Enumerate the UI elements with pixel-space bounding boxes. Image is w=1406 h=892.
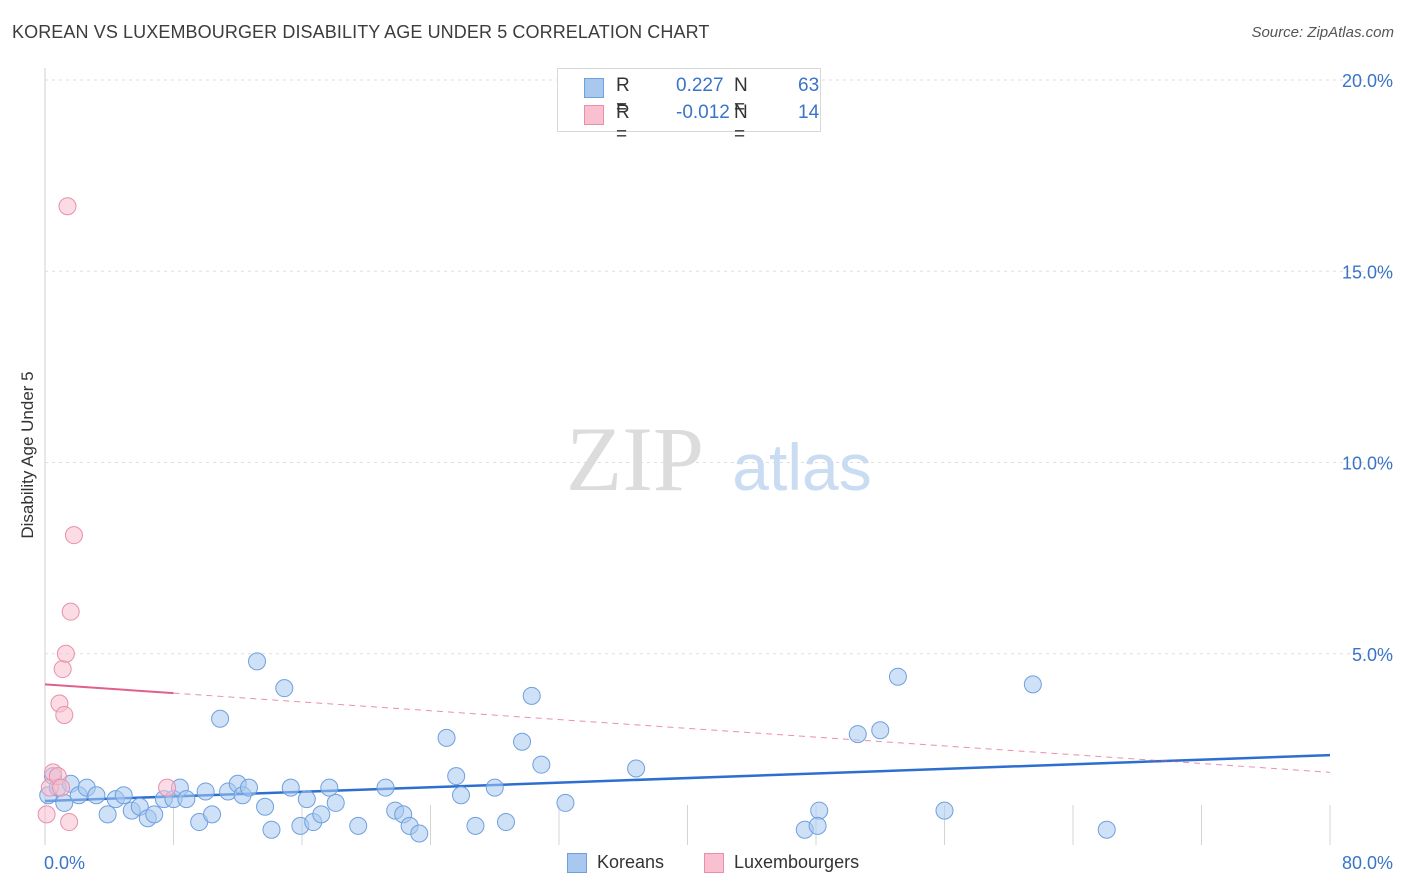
legend-r-value: -0.012 <box>676 102 730 123</box>
data-point <box>320 778 339 797</box>
data-point <box>871 721 890 740</box>
data-point <box>61 602 80 621</box>
data-point <box>522 686 541 705</box>
data-point <box>410 824 429 843</box>
trend-line-solid <box>44 683 174 695</box>
data-point <box>312 805 331 824</box>
x-tick-label: 80.0% <box>1342 853 1393 873</box>
watermark-zip: ZIP <box>566 408 704 510</box>
data-point <box>556 793 575 812</box>
data-point <box>177 790 196 809</box>
data-point <box>513 732 532 751</box>
data-point <box>211 709 230 728</box>
data-point <box>239 778 258 797</box>
data-point <box>60 813 79 832</box>
trend-lines <box>44 683 1331 803</box>
data-point <box>55 705 74 724</box>
data-point <box>888 667 907 686</box>
data-point <box>158 778 177 797</box>
correlation-legend: R = 0.227 N = 63 R = -0.012 N = 14 <box>557 68 821 145</box>
bottom-legend-swatch-luxembourgers <box>704 853 724 873</box>
data-point <box>1097 820 1116 839</box>
data-point <box>64 526 83 545</box>
y-tick-label: 5.0% <box>1352 645 1393 665</box>
data-point <box>145 805 164 824</box>
data-point <box>349 816 368 835</box>
data-point <box>37 805 56 824</box>
data-point <box>496 813 515 832</box>
legend-n-value: 63 <box>798 75 820 96</box>
legend-n-value: 14 <box>798 102 820 123</box>
bottom-legend-label-koreans: Koreans <box>597 852 665 872</box>
legend-swatch-koreans <box>584 78 604 98</box>
data-point <box>196 782 215 801</box>
data-point <box>326 793 345 812</box>
y-tick-label: 20.0% <box>1342 71 1393 91</box>
tick-labels: 5.0% 10.0% 15.0% 20.0% 0.0% 80.0% <box>44 71 1393 873</box>
x-tick-label: 0.0% <box>44 853 85 873</box>
data-point <box>437 728 456 747</box>
data-point <box>281 778 300 797</box>
watermark-atlas: atlas <box>732 430 871 504</box>
data-points <box>37 197 1116 843</box>
data-point <box>52 778 71 797</box>
y-axis-label: Disability Age Under 5 <box>18 371 37 539</box>
legend-swatch-luxembourgers <box>584 105 604 125</box>
data-point <box>114 786 133 805</box>
data-point <box>935 801 954 820</box>
data-point <box>452 786 471 805</box>
bottom-legend-swatch-koreans <box>567 853 587 873</box>
watermark: ZIP atlas <box>566 408 872 510</box>
data-point <box>848 725 867 744</box>
y-tick-label: 10.0% <box>1342 454 1393 474</box>
data-point <box>56 644 75 663</box>
legend-n-label: N = <box>734 102 748 145</box>
data-point <box>98 805 117 824</box>
data-point <box>248 652 267 671</box>
data-point <box>1023 675 1042 694</box>
data-point <box>256 797 275 816</box>
data-point <box>87 786 106 805</box>
data-point <box>203 805 222 824</box>
data-point <box>58 197 77 216</box>
data-point <box>485 778 504 797</box>
legend-r-value: 0.227 <box>676 75 724 96</box>
data-point <box>275 679 294 698</box>
y-tick-label: 15.0% <box>1342 262 1393 282</box>
data-point <box>297 790 316 809</box>
grid-lines <box>44 68 1394 845</box>
data-point <box>53 660 72 679</box>
trend-line <box>44 753 1331 803</box>
data-point <box>447 767 466 786</box>
chart-title: KOREAN VS LUXEMBOURGER DISABILITY AGE UN… <box>12 22 710 42</box>
legend-r-label: R = <box>616 75 630 118</box>
bottom-legend-label-luxembourgers: Luxembourgers <box>734 852 860 872</box>
source-label: Source: ZipAtlas.com <box>1251 24 1394 41</box>
legend-n-label: N = <box>734 75 748 118</box>
data-point <box>532 755 551 774</box>
legend-r-label: R = <box>616 102 630 145</box>
data-point <box>262 820 281 839</box>
data-point <box>810 801 829 820</box>
data-point <box>808 816 827 835</box>
data-point <box>466 816 485 835</box>
data-point <box>376 778 395 797</box>
data-point <box>627 759 646 778</box>
